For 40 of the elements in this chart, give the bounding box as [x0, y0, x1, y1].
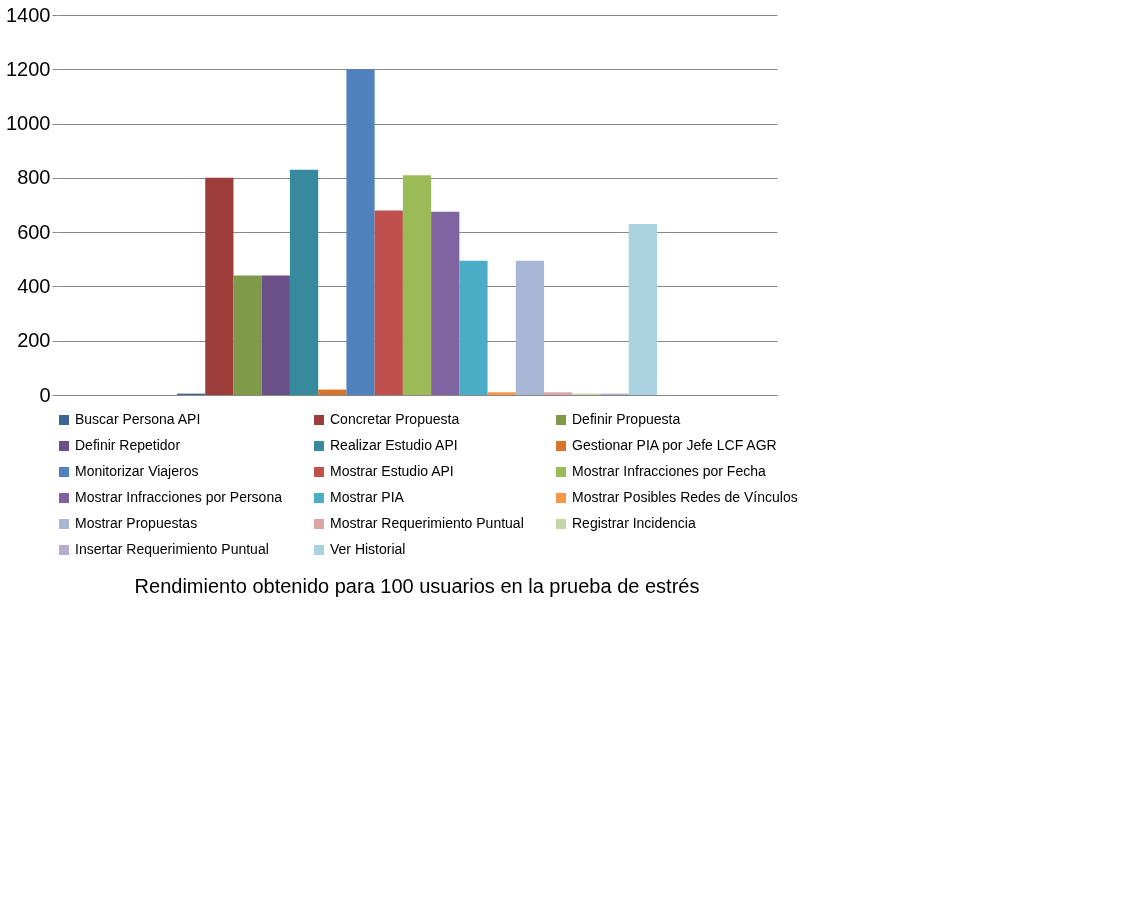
bar: [628, 224, 657, 395]
legend-label: Mostrar Estudio API: [330, 463, 454, 479]
legend-label: Definir Propuesta: [572, 411, 681, 427]
legend-label: Mostrar PIA: [330, 489, 405, 505]
y-tick-label: 400: [17, 274, 51, 297]
y-tick-label: 1400: [6, 3, 51, 26]
bar: [233, 275, 262, 395]
bar: [459, 260, 488, 395]
legend-label: Mostrar Requerimiento Puntual: [330, 515, 524, 531]
legend-label: Buscar Persona API: [75, 411, 201, 427]
bar: [402, 175, 432, 395]
text: Rendimiento obtenido para 100 usuarios en la prueba de estrés: [134, 575, 700, 597]
legend-label: Monitorizar Viajeros: [75, 463, 199, 479]
legend-label: Gestionar PIA por Jefe LCF AGR: [572, 437, 777, 453]
legend-label: Ver Historial: [330, 541, 406, 557]
bar: [374, 210, 403, 395]
y-tick-label: 600: [17, 220, 51, 243]
legend-label: Realizar Estudio API: [330, 437, 458, 453]
bar: [431, 211, 460, 395]
legend-label: Mostrar Propuestas: [75, 515, 198, 531]
bar: [346, 69, 375, 395]
bar: [289, 169, 319, 395]
y-tick-label: 1000: [6, 112, 51, 135]
bar: [318, 389, 347, 395]
y-tick-label: 200: [17, 329, 51, 352]
bar: [205, 177, 234, 395]
y-tick-label: 0: [39, 383, 51, 406]
legend-label: Mostrar Infracciones por Persona: [75, 489, 283, 505]
bar: [515, 260, 545, 395]
bar: [487, 392, 516, 395]
y-tick-label: 1200: [6, 57, 51, 80]
bar: [544, 392, 573, 395]
bar: [261, 275, 290, 395]
legend-label: Concretar Propuesta: [330, 411, 460, 427]
legend-label: Definir Repetidor: [75, 437, 181, 453]
legend-label: Insertar Requerimiento Puntual: [75, 541, 269, 557]
y-tick-label: 800: [17, 166, 51, 189]
legend-label: Registrar Incidencia: [572, 515, 696, 531]
legend-label: Mostrar Posibles Redes de Vínculos: [572, 489, 798, 505]
legend-label: Mostrar Infracciones por Fecha: [572, 463, 766, 479]
